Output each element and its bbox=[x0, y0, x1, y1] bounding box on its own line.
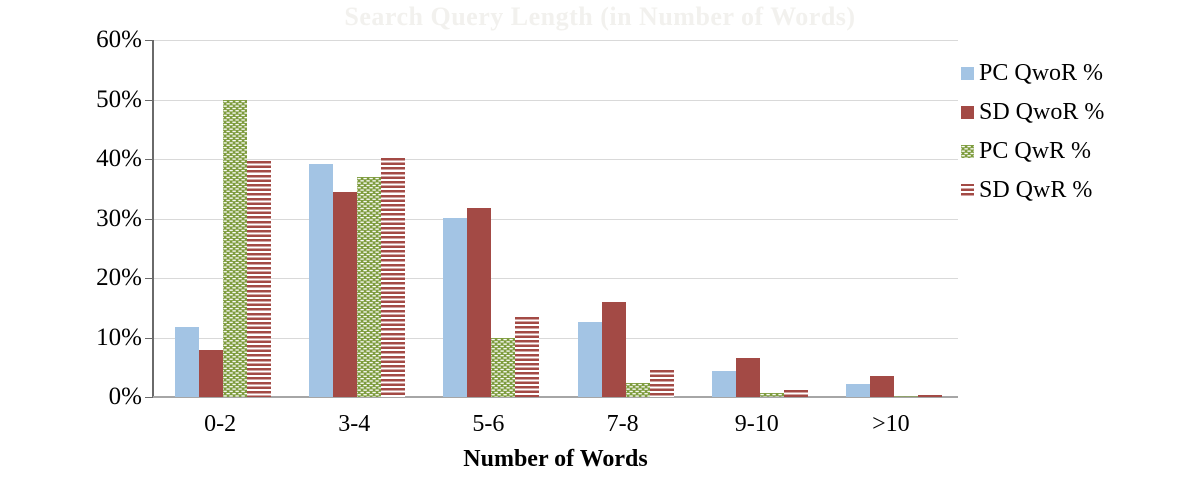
bar bbox=[175, 327, 200, 397]
legend-label: SD QwoR % bbox=[979, 98, 1105, 125]
pattern-fill bbox=[357, 176, 382, 397]
bar bbox=[333, 192, 358, 397]
y-axis-tick bbox=[145, 218, 153, 220]
pattern-fill bbox=[625, 382, 650, 397]
pattern-fill bbox=[759, 393, 784, 397]
x-tick-label: 7-8 bbox=[606, 411, 639, 437]
y-tick-label: 30% bbox=[96, 204, 142, 232]
bar bbox=[869, 376, 894, 397]
bar bbox=[223, 99, 248, 397]
legend-swatch-icon bbox=[961, 144, 974, 158]
bar bbox=[467, 208, 492, 397]
pattern-fill bbox=[491, 337, 516, 397]
legend-item-pc-qwr: PC QwR % bbox=[961, 138, 1104, 164]
bar bbox=[625, 382, 650, 397]
x-tick-label: 9-10 bbox=[734, 411, 779, 437]
bar bbox=[443, 217, 468, 397]
x-tick-label: 3-4 bbox=[338, 411, 371, 437]
bar bbox=[577, 322, 602, 397]
bar bbox=[309, 164, 334, 397]
bar bbox=[893, 396, 918, 397]
x-tick-label: 0-2 bbox=[204, 411, 237, 437]
bar bbox=[491, 337, 516, 397]
bar bbox=[845, 383, 870, 397]
gridline bbox=[153, 218, 958, 220]
bar bbox=[199, 350, 224, 397]
y-axis-tick bbox=[145, 159, 153, 160]
bar bbox=[783, 389, 808, 397]
bar bbox=[735, 357, 760, 397]
gridline bbox=[153, 159, 958, 160]
x-tick-label: >10 bbox=[872, 411, 910, 437]
gridline bbox=[153, 278, 958, 279]
legend-label: SD QwR % bbox=[979, 176, 1093, 203]
y-tick-label: 10% bbox=[96, 323, 142, 351]
legend-item-pc-qwor: PC QwoR % bbox=[961, 60, 1104, 86]
pattern-fill bbox=[893, 396, 918, 397]
y-axis-line bbox=[152, 40, 154, 397]
x-tick-label: 5-6 bbox=[472, 411, 505, 437]
gridline bbox=[153, 40, 958, 41]
y-axis-tick bbox=[145, 397, 153, 398]
bar bbox=[759, 393, 784, 397]
bar bbox=[247, 160, 272, 397]
y-axis-tick bbox=[145, 99, 153, 101]
y-tick-label: 60% bbox=[96, 26, 142, 53]
legend-item-sd-qwor: SD QwoR % bbox=[961, 99, 1104, 125]
pattern-fill bbox=[961, 144, 974, 158]
legend-swatch-icon bbox=[961, 105, 974, 119]
bar bbox=[381, 158, 406, 397]
legend-swatch-icon bbox=[961, 184, 974, 196]
bar bbox=[601, 301, 626, 397]
y-tick-label: 50% bbox=[96, 85, 142, 113]
chart-title-faint: Search Query Length (in Number of Words) bbox=[344, 2, 856, 31]
legend-swatch-icon bbox=[961, 66, 974, 80]
gridline bbox=[153, 337, 958, 339]
bar bbox=[711, 370, 736, 397]
y-tick-label: 20% bbox=[96, 264, 142, 291]
bar bbox=[515, 317, 540, 397]
gridline bbox=[153, 99, 958, 101]
bar bbox=[649, 370, 674, 397]
y-axis-tick bbox=[145, 278, 153, 279]
legend-label: PC QwoR % bbox=[979, 59, 1104, 86]
legend-item-sd-qwr: SD QwR % bbox=[961, 177, 1104, 203]
legend-label: PC QwR % bbox=[979, 137, 1092, 164]
x-axis-title: Number of Words bbox=[463, 446, 648, 472]
y-tick-label: 0% bbox=[108, 383, 142, 410]
x-axis-line bbox=[153, 396, 958, 398]
bar bbox=[357, 176, 382, 397]
y-axis-tick bbox=[145, 337, 153, 339]
y-tick-label: 40% bbox=[96, 145, 142, 172]
pattern-fill bbox=[223, 99, 248, 397]
legend: PC QwoR % SD QwoR % PC QwR % SD QwR % bbox=[961, 60, 1104, 216]
y-axis-tick bbox=[145, 40, 153, 41]
plot-area bbox=[152, 40, 958, 398]
bar bbox=[917, 395, 942, 397]
